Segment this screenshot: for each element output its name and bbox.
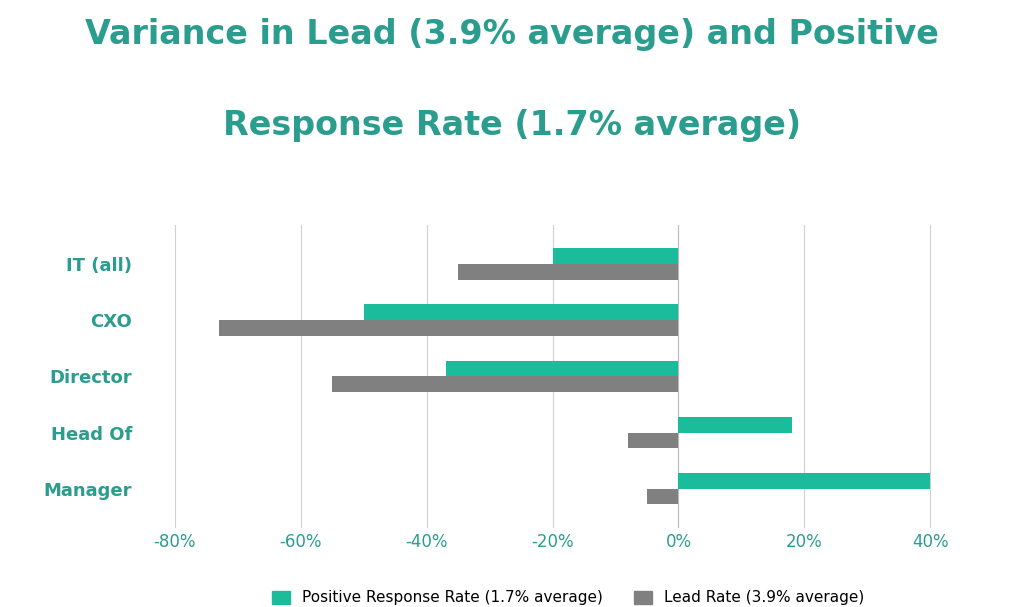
Bar <box>628 433 679 449</box>
Bar <box>679 473 931 489</box>
Bar <box>332 376 679 392</box>
Text: Response Rate (1.7% average): Response Rate (1.7% average) <box>223 109 801 142</box>
Bar <box>553 248 679 264</box>
Text: Variance in Lead (3.9% average) and Positive: Variance in Lead (3.9% average) and Posi… <box>85 18 939 51</box>
Bar <box>364 304 679 320</box>
Bar <box>647 489 679 504</box>
Bar <box>445 361 679 376</box>
Bar <box>219 320 679 336</box>
Bar <box>679 417 792 433</box>
Legend: Positive Response Rate (1.7% average), Lead Rate (3.9% average): Positive Response Rate (1.7% average), L… <box>272 591 864 605</box>
Bar <box>458 264 679 280</box>
